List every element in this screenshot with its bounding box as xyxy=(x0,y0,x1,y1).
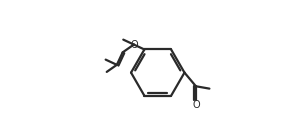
Text: O: O xyxy=(130,40,138,50)
Text: O: O xyxy=(192,100,200,110)
